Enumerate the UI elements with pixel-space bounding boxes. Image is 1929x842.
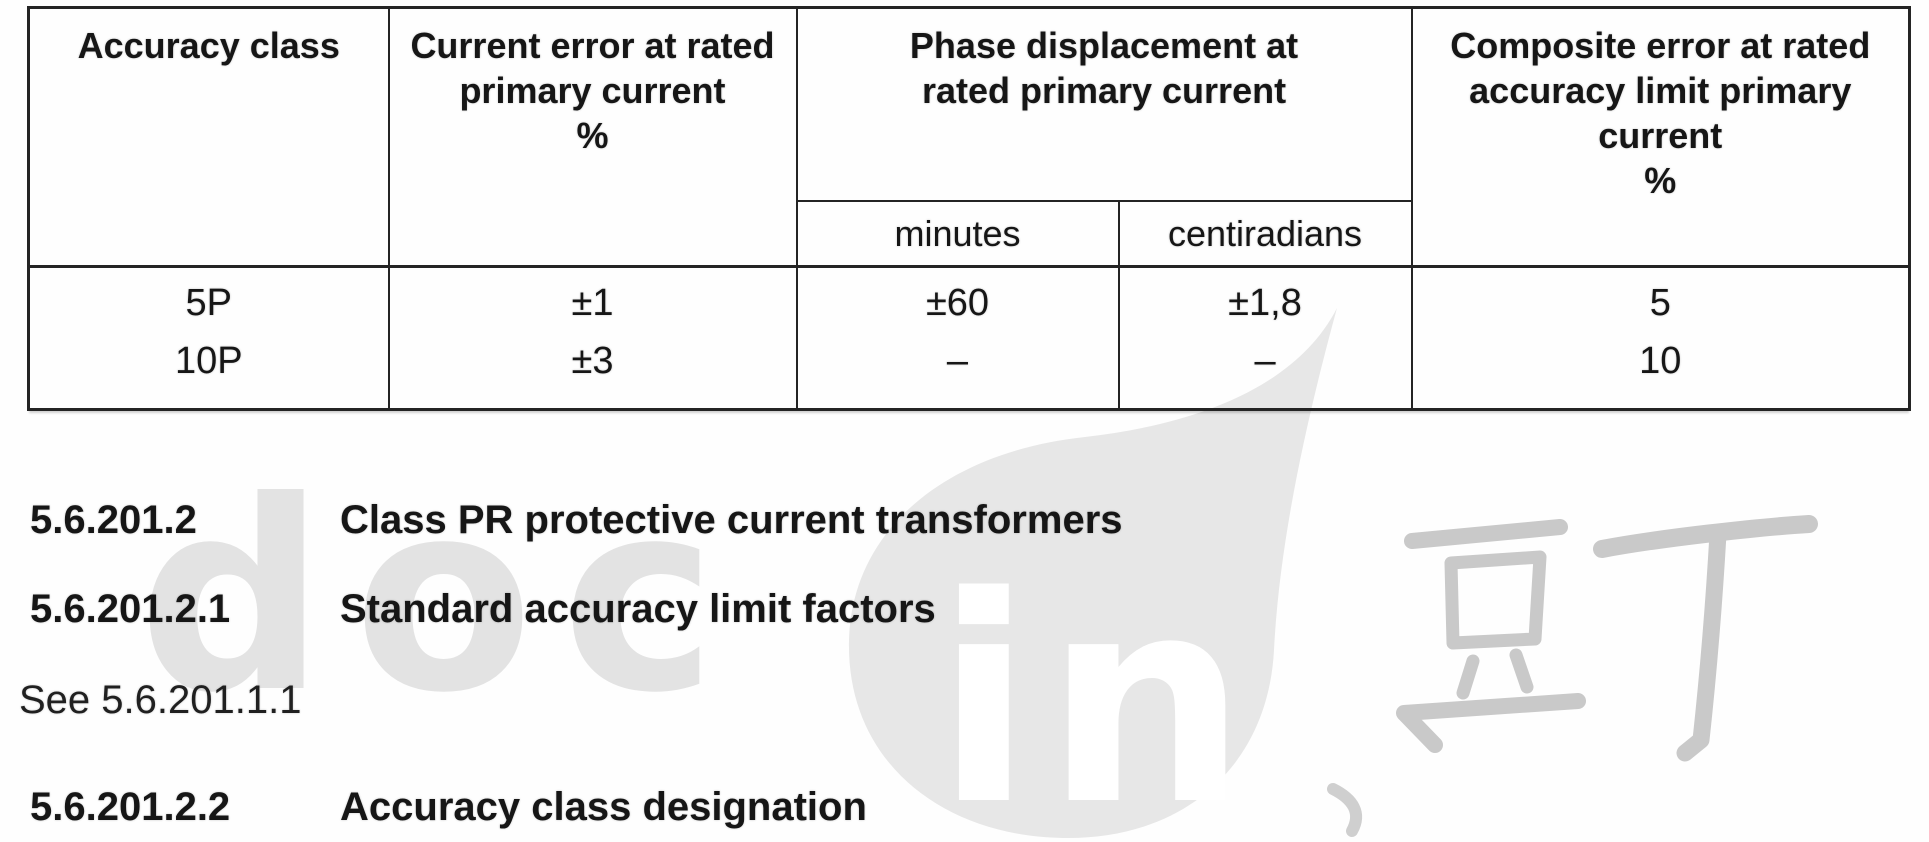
header-unit: % bbox=[1644, 160, 1677, 201]
subheader-cell-centiradians: centiradians bbox=[1117, 200, 1413, 268]
cell-centiradians-row1: ±1,8 bbox=[1228, 282, 1302, 324]
header-cell-accuracy-class: Accuracy class bbox=[27, 6, 390, 268]
cell-composite-error-row1: 5 bbox=[1649, 282, 1671, 324]
section-number: 5.6.201.2.2 bbox=[30, 785, 231, 829]
cell-centiradians-row2: – bbox=[1254, 340, 1276, 382]
header-line: current bbox=[1598, 115, 1723, 156]
column-accuracy-class-values: 5P 10P bbox=[27, 265, 390, 411]
cell-accuracy-class-row1: 5P bbox=[185, 282, 232, 324]
cell-current-error-row2: ±3 bbox=[571, 340, 614, 382]
header-line: primary current bbox=[459, 70, 726, 111]
section-heading-standard-accuracy-limit-factors: 5.6.201.2.1 Standard accuracy limit fact… bbox=[30, 587, 936, 631]
column-composite-error-values: 5 10 bbox=[1410, 265, 1911, 411]
watermark-cjk-characters: 豆丁 bbox=[1327, 515, 1818, 837]
header-line: Accuracy class bbox=[77, 25, 340, 66]
cell-minutes-row1: ±60 bbox=[925, 282, 990, 324]
header-line: accuracy limit primary bbox=[1469, 70, 1852, 111]
header-cell-phase-displacement: Phase displacement at rated primary curr… bbox=[795, 6, 1413, 202]
header-cell-composite-error: Composite error at rated accuracy limit … bbox=[1410, 6, 1911, 268]
accuracy-class-table: Accuracy class Current error at rated pr… bbox=[27, 6, 1912, 411]
cell-accuracy-class-row2: 10P bbox=[174, 340, 243, 382]
header-line: Phase displacement at bbox=[909, 25, 1299, 66]
section-heading-accuracy-class-designation: 5.6.201.2.2 Accuracy class designation bbox=[30, 785, 867, 829]
header-unit: % bbox=[576, 115, 609, 156]
header-line: Composite error at rated bbox=[1450, 25, 1871, 66]
column-minutes-values: ±60 – bbox=[795, 265, 1120, 411]
header-cell-current-error: Current error at rated primary current % bbox=[387, 6, 798, 268]
section-title: Accuracy class designation bbox=[340, 785, 867, 829]
section-title: Class PR protective current transformers bbox=[340, 498, 1123, 542]
section-number: 5.6.201.2 bbox=[30, 498, 197, 542]
section-heading-class-pr: 5.6.201.2 Class PR protective current tr… bbox=[30, 498, 1123, 542]
cell-minutes-row2: – bbox=[946, 340, 969, 382]
watermark-drop-shape bbox=[848, 308, 1337, 839]
section-title: Standard accuracy limit factors bbox=[340, 587, 936, 631]
cell-current-error-row1: ±1 bbox=[571, 282, 614, 324]
subheader-cell-minutes: minutes bbox=[795, 200, 1120, 268]
column-centiradians-values: ±1,8 – bbox=[1117, 265, 1413, 411]
header-line: Current error at rated bbox=[410, 25, 775, 66]
see-reference-paragraph: See 5.6.201.1.1 bbox=[19, 678, 302, 722]
column-current-error-values: ±1 ±3 bbox=[387, 265, 798, 411]
watermark-in-text: in bbox=[935, 536, 1260, 842]
watermark-doc-text: doc bbox=[138, 445, 745, 750]
section-number: 5.6.201.2.1 bbox=[30, 587, 231, 631]
header-line: rated primary current bbox=[921, 70, 1287, 111]
cell-composite-error-row2: 10 bbox=[1639, 340, 1682, 382]
